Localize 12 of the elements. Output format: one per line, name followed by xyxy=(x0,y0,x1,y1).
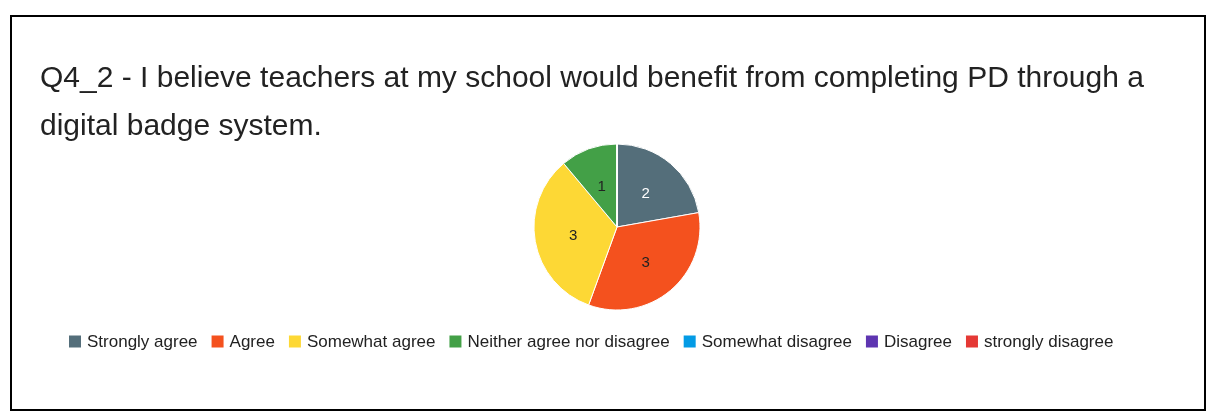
data-label: 3 xyxy=(641,252,650,270)
legend-label: strongly disagree xyxy=(983,332,1114,351)
legend-label: Somewhat agree xyxy=(306,332,436,351)
legend-label: Disagree xyxy=(883,332,952,351)
data-label: 3 xyxy=(569,226,578,244)
data-label: 2 xyxy=(641,184,650,202)
chart-title: Q4_2 - I believe teachers at my school would benefit from completing PD through a digital badge system. xyxy=(40,59,1153,141)
legend-label: Somewhat disagree xyxy=(701,332,852,351)
data-label: 1 xyxy=(597,176,606,194)
legend-label: Agree xyxy=(229,332,275,351)
legend-label: Strongly agree xyxy=(87,332,198,351)
legend-label: Neither agree nor disagree xyxy=(467,332,670,351)
